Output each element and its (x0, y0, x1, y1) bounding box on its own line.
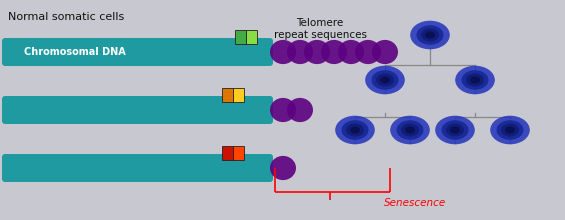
Ellipse shape (304, 40, 330, 64)
Ellipse shape (401, 123, 419, 136)
Ellipse shape (490, 116, 530, 144)
Ellipse shape (287, 98, 313, 122)
Ellipse shape (270, 156, 296, 180)
Ellipse shape (341, 120, 368, 140)
Ellipse shape (462, 70, 489, 90)
Bar (233, 146, 244, 160)
FancyBboxPatch shape (2, 154, 273, 182)
Ellipse shape (497, 120, 524, 140)
Ellipse shape (287, 40, 313, 64)
FancyBboxPatch shape (2, 38, 273, 66)
Ellipse shape (346, 123, 364, 136)
Bar (222, 146, 233, 160)
Ellipse shape (372, 70, 398, 90)
Bar (235, 30, 246, 44)
Bar (246, 30, 257, 44)
Ellipse shape (365, 66, 405, 94)
Ellipse shape (350, 126, 360, 134)
Ellipse shape (270, 98, 296, 122)
Ellipse shape (446, 123, 464, 136)
Ellipse shape (425, 31, 435, 38)
Ellipse shape (505, 126, 515, 134)
Ellipse shape (338, 40, 364, 64)
Ellipse shape (441, 120, 468, 140)
Ellipse shape (501, 123, 519, 136)
Ellipse shape (450, 126, 460, 134)
Ellipse shape (376, 73, 394, 86)
Ellipse shape (335, 116, 375, 144)
Ellipse shape (405, 126, 415, 134)
Ellipse shape (435, 116, 475, 144)
Bar (233, 88, 244, 102)
Bar (222, 88, 233, 102)
Ellipse shape (421, 29, 439, 42)
Ellipse shape (355, 40, 381, 64)
Text: Senescence: Senescence (384, 198, 446, 208)
Text: Telomere
repeat sequences: Telomere repeat sequences (273, 18, 367, 40)
Ellipse shape (416, 25, 444, 45)
Ellipse shape (270, 40, 296, 64)
Ellipse shape (410, 21, 450, 49)
Ellipse shape (455, 66, 495, 94)
Text: Normal somatic cells: Normal somatic cells (8, 12, 124, 22)
Text: Chromosomal DNA: Chromosomal DNA (24, 47, 126, 57)
Ellipse shape (372, 40, 398, 64)
Ellipse shape (390, 116, 430, 144)
Ellipse shape (397, 120, 424, 140)
Ellipse shape (466, 73, 484, 86)
Ellipse shape (470, 76, 480, 84)
Ellipse shape (380, 76, 390, 84)
FancyBboxPatch shape (2, 96, 273, 124)
Ellipse shape (321, 40, 347, 64)
